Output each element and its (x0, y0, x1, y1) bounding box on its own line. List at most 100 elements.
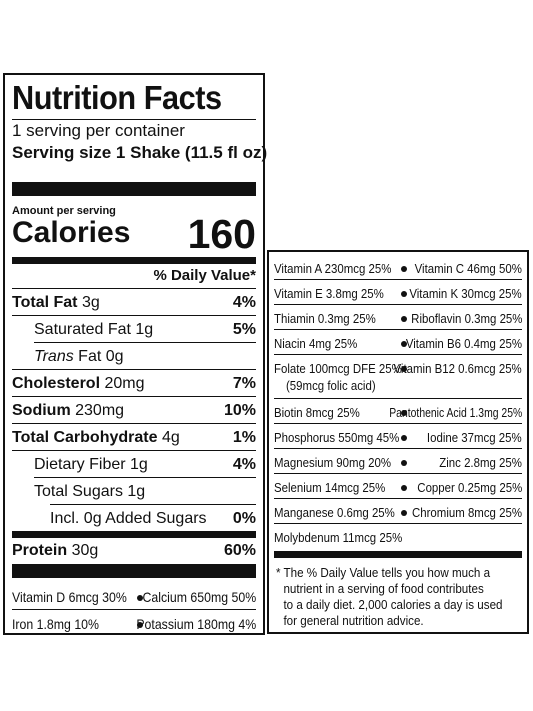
bullet-icon (401, 341, 407, 347)
vitamin-right: Calcium 650mg 50% (142, 589, 256, 605)
nutrient-name: Incl. 0g Added Sugars (50, 510, 207, 527)
nutrient-dv: 1% (232, 429, 256, 446)
bullet-icon (401, 435, 407, 441)
nutrient-name: Total Carbohydrate (12, 429, 158, 446)
divider (12, 119, 256, 120)
vitamin-left: Iron 1.8mg 10% (12, 616, 99, 632)
bullet-icon (137, 595, 143, 601)
nutrient-dv: 60% (223, 542, 256, 559)
amount-per-serving: Amount per serving (12, 205, 116, 217)
vitamin-row: Vitamin E 3.8mg 25% Vitamin K 30mcg 25% (274, 280, 522, 305)
nutrient-amount: 30g (71, 542, 99, 559)
vitamin-right: Vitamin B12 0.6mcg 25% (393, 361, 522, 376)
vitamin-row: Thiamin 0.3mg 25% Riboflavin 0.3mg 25% (274, 305, 522, 330)
vitamin-left: Vitamin E 3.8mg 25% (274, 286, 384, 301)
thick-divider (12, 182, 256, 196)
nutrient-name: Trans (34, 348, 74, 365)
vitamin-right: Potassium 180mg 4% (136, 616, 256, 632)
vitamin-row: Biotin 8mcg 25% Pantothenic Acid 1.3mg 2… (274, 399, 522, 424)
vitamin-row: Vitamin D 6mcg 30% Calcium 650mg 50% (12, 583, 256, 610)
vitamin-row: Niacin 4mg 25% Vitamin B6 0.4mg 25% (274, 330, 522, 355)
vitamin-left: Niacin 4mg 25% (274, 336, 358, 351)
vitamin-right: Pantothenic Acid 1.3mg 25% (389, 405, 522, 420)
nutrient-row-sodium: Sodium 230mg 10% (12, 397, 256, 424)
nutrient-name: Dietary Fiber (34, 456, 126, 473)
vitamin-left: Manganese 0.6mg 25% (274, 505, 395, 520)
divider (12, 288, 256, 289)
nutrient-dv: 4% (232, 456, 256, 473)
nutrient-row-total-sugars: Total Sugars 1g (12, 478, 256, 505)
vitamin-row: Manganese 0.6mg 25% Chromium 8mcg 25% (274, 499, 522, 524)
nutrient-name: Total Fat (12, 294, 78, 311)
vitamin-right: Riboflavin 0.3mg 25% (410, 311, 522, 326)
nutrition-facts-panel-vitamins: Vitamin A 230mcg 25% Vitamin C 46mg 50% … (267, 250, 529, 634)
nutrient-amount: 1g (135, 321, 154, 338)
bullet-icon (401, 460, 407, 466)
nutrient-dv: 10% (223, 402, 256, 419)
footnote-line: for general nutrition advice. (283, 614, 424, 628)
nutrient-amount: 4g (161, 429, 180, 446)
nutrient-row-total-carbohydrate: Total Carbohydrate 4g 1% (12, 424, 256, 451)
nutrient-dv: 7% (232, 375, 256, 392)
nutrient-amount: 3g (81, 294, 100, 311)
bullet-icon (401, 291, 407, 297)
footnote-line: * The % Daily Value tells you how much a (276, 566, 491, 580)
medium-divider (12, 531, 256, 538)
vitamin-left: Thiamin 0.3mg 25% (274, 311, 376, 326)
daily-value-footnote: * The % Daily Value tells you how much a… (276, 565, 523, 629)
bullet-icon (401, 410, 407, 416)
nutrient-dv: 4% (232, 294, 256, 311)
vitamin-row: Selenium 14mcg 25% Copper 0.25mg 25% (274, 474, 522, 499)
vitamin-left: Vitamin A 230mcg 25% (274, 261, 392, 276)
nutrient-amount: 20mg (104, 375, 145, 392)
nutrient-amount: 1g (130, 456, 148, 473)
serving-size: Serving size 1 Shake (11.5 fl oz) (12, 143, 268, 162)
footnote-line: to a daily diet. 2,000 calories a day is… (283, 598, 503, 612)
daily-value-header: % Daily Value* (153, 267, 256, 284)
nutrient-row-added-sugars: Incl. 0g Added Sugars 0% (12, 505, 256, 532)
vitamin-left: Vitamin D 6mcg 30% (12, 589, 127, 605)
vitamin-row: Iron 1.8mg 10% Potassium 180mg 4% (12, 610, 256, 637)
bullet-icon (401, 266, 407, 272)
calories-value: 160 (187, 211, 256, 257)
thick-divider (12, 564, 256, 578)
nutrient-name: Sodium (12, 402, 71, 419)
nutrient-name: Saturated Fat (34, 321, 131, 338)
vitamin-row: Magnesium 90mg 20% Zinc 2.8mg 25% (274, 449, 522, 474)
vitamin-left: Phosphorus 550mg 45% (274, 430, 400, 445)
nutrient-amount: Fat 0g (78, 348, 124, 365)
servings-per-container: 1 serving per container (12, 121, 185, 140)
nutrition-facts-panel-main: Nutrition Facts 1 serving per container … (3, 73, 268, 637)
bullet-icon (401, 316, 407, 322)
medium-divider (274, 551, 522, 558)
nutrient-row-saturated-fat: Saturated Fat 1g 5% (12, 316, 256, 343)
vitamin-left: Folate 100mcg DFE 25% (274, 361, 402, 376)
nutrient-amount: 1g (127, 483, 146, 500)
nutrient-row-protein: Protein 30g 60% (12, 537, 256, 564)
nutrient-name: Total Sugars (34, 483, 123, 500)
nutrient-name: Cholesterol (12, 375, 101, 392)
bullet-icon (401, 366, 407, 372)
nutrient-name: Protein (12, 542, 68, 559)
vitamin-row: Folate 100mcg DFE 25% (59mcg folic acid)… (274, 355, 522, 399)
nutrient-row-total-fat: Total Fat 3g 4% (12, 289, 256, 316)
vitamin-right: Zinc 2.8mg 25% (439, 455, 522, 470)
vitamin-right: Vitamin K 30mcg 25% (409, 286, 522, 301)
vitamin-right: Vitamin C 46mg 50% (414, 261, 522, 276)
bullet-icon (401, 510, 407, 516)
nutrient-dv: 0% (232, 510, 256, 527)
vitamin-right: Vitamin B6 0.4mg 25% (405, 336, 522, 351)
vitamin-left-note: (59mcg folic acid) (286, 378, 376, 393)
vitamin-right: Chromium 8mcg 25% (412, 505, 522, 520)
bullet-icon (137, 622, 143, 628)
nutrition-facts-title: Nutrition Facts (12, 79, 222, 116)
nutrient-row-dietary-fiber: Dietary Fiber 1g 4% (12, 451, 256, 478)
nutrient-dv: 5% (232, 321, 256, 338)
nutrient-row-cholesterol: Cholesterol 20mg 7% (12, 370, 256, 397)
calories-label: Calories (12, 216, 131, 249)
vitamin-row: Vitamin A 230mcg 25% Vitamin C 46mg 50% (274, 255, 522, 280)
vitamin-right: Copper 0.25mg 25% (417, 480, 522, 495)
nutrient-row-trans-fat: Trans Fat 0g (12, 343, 256, 370)
vitamin-row: Phosphorus 550mg 45% Iodine 37mcg 25% (274, 424, 522, 449)
vitamin-left: Selenium 14mcg 25% (274, 480, 386, 495)
